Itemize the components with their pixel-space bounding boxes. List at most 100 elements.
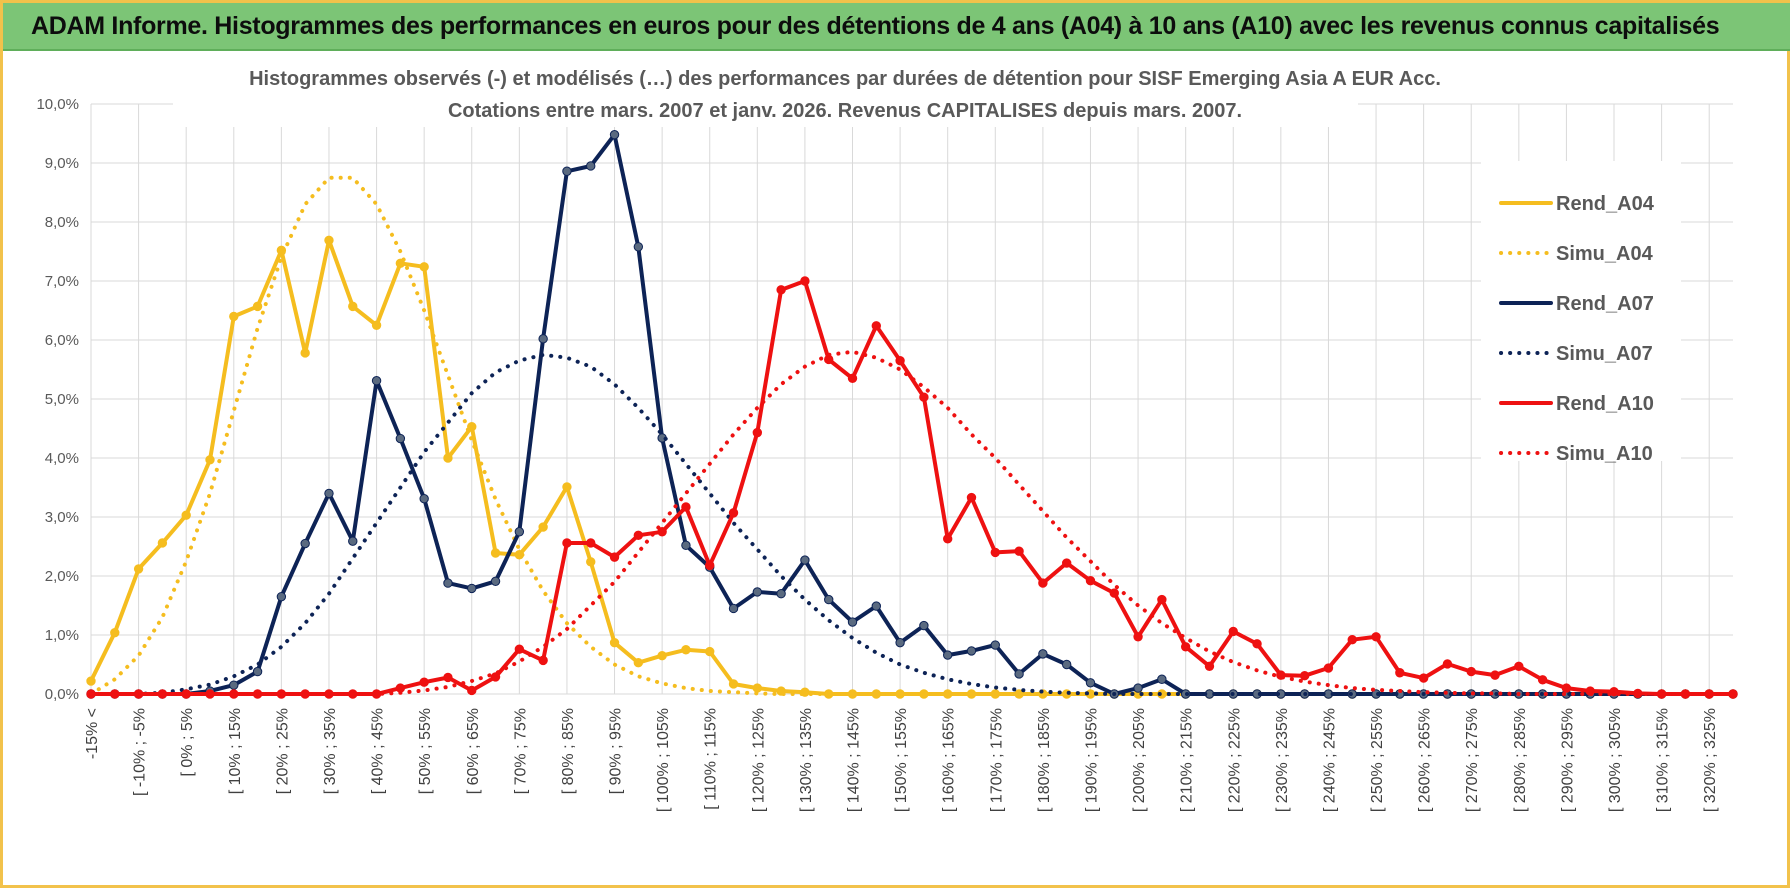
x-tick-label: [ 110% ; 115% bbox=[703, 708, 720, 810]
x-tick-label: [ 10% ; 15% bbox=[227, 708, 244, 794]
data-point-Rend_A10 bbox=[1204, 661, 1215, 671]
data-point-Rend_A10 bbox=[1228, 626, 1238, 637]
data-point-Rend_A10 bbox=[800, 276, 810, 286]
data-point-Rend_A10 bbox=[490, 672, 501, 682]
data-point-Rend_A10 bbox=[1466, 666, 1476, 677]
data-point-Rend_A04 bbox=[181, 510, 191, 520]
x-tick-label: [ 320% ; 325% bbox=[1702, 708, 1719, 812]
data-point-Rend_A10 bbox=[1038, 578, 1048, 588]
x-tick-label: [ 120% ; 125% bbox=[750, 708, 767, 812]
x-tick-label: [ 50% ; 55% bbox=[417, 708, 434, 794]
x-tick-label: [ 30% ; 35% bbox=[322, 708, 339, 794]
data-point-Rend_A10 bbox=[1252, 639, 1262, 649]
data-point-Rend_A07 bbox=[1085, 678, 1096, 688]
data-point-Rend_A10 bbox=[871, 321, 882, 331]
data-point-Rend_A10 bbox=[728, 508, 739, 518]
x-tick-label: [ 200% ; 205% bbox=[1131, 708, 1148, 812]
histogram-chart: -15% < [ -10% ; -5% [ 0% ; 5% [ 10% ; 15% [ … bbox=[36, 61, 1738, 812]
data-point-Rend_A07 bbox=[1371, 689, 1381, 699]
data-point-Rend_A10 bbox=[776, 285, 786, 295]
x-tick-label: [ 210% ; 215% bbox=[1179, 708, 1196, 812]
data-point-Rend_A10 bbox=[657, 527, 667, 537]
data-point-Rend_A10 bbox=[1109, 588, 1119, 598]
data-point-Rend_A04 bbox=[443, 453, 453, 463]
data-point-Rend_A07 bbox=[871, 601, 882, 611]
x-tick-label: -15% < bbox=[84, 708, 101, 759]
data-point-Rend_A04 bbox=[538, 522, 548, 532]
data-point-Rend_A04 bbox=[609, 637, 620, 648]
x-tick-label: [ 230% ; 235% bbox=[1274, 708, 1291, 812]
series-group bbox=[86, 129, 1738, 699]
y-tick-label: 5,0% bbox=[45, 391, 79, 408]
legend-label: Simu_A07 bbox=[1556, 343, 1653, 365]
data-point-Rend_A04 bbox=[157, 538, 168, 548]
x-tick-label: [ 290% ; 295% bbox=[1559, 708, 1576, 812]
chart-title-line-1: Histogrammes observés (-) et modélisés (… bbox=[249, 68, 1441, 90]
x-tick-label: [ 220% ; 225% bbox=[1226, 708, 1243, 812]
data-point-Rend_A07 bbox=[300, 538, 310, 549]
series-line-Simu_A10 bbox=[89, 349, 1735, 696]
y-tick-label: 4,0% bbox=[45, 450, 79, 467]
x-tick-label: [ 40% ; 45% bbox=[370, 708, 387, 794]
data-point-Rend_A04 bbox=[681, 645, 691, 655]
data-point-Rend_A07 bbox=[1157, 674, 1167, 684]
y-axis-ticks: 0,0% 1,0% 2,0% 3,0% 4,0% 5,0% 6,0% 7,0% 8,0% 9,0%… bbox=[36, 96, 79, 703]
data-point-Rend_A07 bbox=[514, 527, 525, 537]
data-point-Rend_A10 bbox=[990, 547, 1000, 558]
data-point-Rend_A04 bbox=[300, 348, 310, 358]
y-tick-label: 1,0% bbox=[45, 627, 79, 644]
legend-label: Simu_A10 bbox=[1556, 443, 1653, 465]
x-axis-ticks: -15% < [ -10% ; -5% [ 0% ; 5% [ 10% ; 15% [ … bbox=[84, 708, 1719, 812]
x-tick-label: [ 60% ; 65% bbox=[465, 708, 482, 794]
data-point-Rend_A10 bbox=[1014, 546, 1024, 556]
data-point-Rend_A07 bbox=[348, 536, 358, 546]
x-tick-label: [ 310% ; 315% bbox=[1655, 708, 1672, 812]
x-tick-label: [ -10% ; -5% bbox=[132, 708, 149, 796]
data-point-Rend_A07 bbox=[490, 576, 501, 587]
data-point-Rend_A07 bbox=[538, 334, 548, 344]
data-point-Rend_A07 bbox=[562, 166, 572, 176]
data-point-Rend_A10 bbox=[942, 534, 953, 544]
title-background bbox=[173, 61, 1358, 127]
data-point-Rend_A07 bbox=[276, 591, 287, 602]
x-tick-label: [ 240% ; 245% bbox=[1321, 708, 1338, 812]
data-point-Rend_A10 bbox=[681, 502, 691, 512]
x-tick-label: [ 70% ; 75% bbox=[512, 708, 529, 794]
data-point-Rend_A10 bbox=[1728, 689, 1738, 699]
x-tick-label: [ 150% ; 155% bbox=[893, 708, 910, 812]
legend-label: Rend_A10 bbox=[1556, 393, 1654, 415]
data-point-Rend_A10 bbox=[1537, 675, 1548, 685]
data-point-Rend_A04 bbox=[633, 658, 644, 668]
data-point-Rend_A04 bbox=[110, 627, 120, 638]
x-tick-label: [ 250% ; 255% bbox=[1369, 708, 1386, 812]
data-point-Rend_A07 bbox=[229, 680, 239, 690]
x-tick-label: [ 20% ; 25% bbox=[274, 708, 291, 794]
data-point-Rend_A10 bbox=[705, 560, 715, 571]
data-point-Rend_A10 bbox=[562, 538, 572, 548]
data-point-Rend_A10 bbox=[1157, 594, 1167, 605]
data-point-Rend_A04 bbox=[419, 262, 429, 272]
data-point-Rend_A04 bbox=[371, 320, 382, 330]
series-line-Simu_A07 bbox=[89, 352, 1735, 696]
data-point-Rend_A10 bbox=[752, 427, 763, 438]
legend-label: Simu_A04 bbox=[1556, 243, 1654, 265]
data-point-Rend_A07 bbox=[443, 578, 453, 588]
data-point-Rend_A10 bbox=[1061, 558, 1072, 568]
x-tick-label: [ 300% ; 305% bbox=[1607, 708, 1624, 812]
y-tick-label: 3,0% bbox=[45, 509, 79, 526]
x-tick-label: [ 90% ; 95% bbox=[608, 708, 625, 794]
data-point-Rend_A04 bbox=[133, 564, 144, 574]
data-point-Rend_A07 bbox=[728, 603, 739, 614]
x-tick-label: [ 100% ; 105% bbox=[655, 708, 672, 812]
x-tick-label: [ 0% ; 5% bbox=[179, 708, 196, 776]
data-point-Rend_A10 bbox=[1514, 661, 1524, 671]
x-tick-label: [ 80% ; 85% bbox=[560, 708, 577, 794]
y-tick-label: 10,0% bbox=[36, 96, 79, 113]
data-point-Rend_A07 bbox=[1038, 649, 1048, 659]
legend-label: Rend_A07 bbox=[1556, 293, 1654, 315]
data-point-Rend_A10 bbox=[1371, 632, 1381, 642]
data-point-Rend_A04 bbox=[324, 235, 334, 245]
data-point-Rend_A10 bbox=[1323, 663, 1334, 673]
data-point-Rend_A10 bbox=[514, 644, 525, 654]
